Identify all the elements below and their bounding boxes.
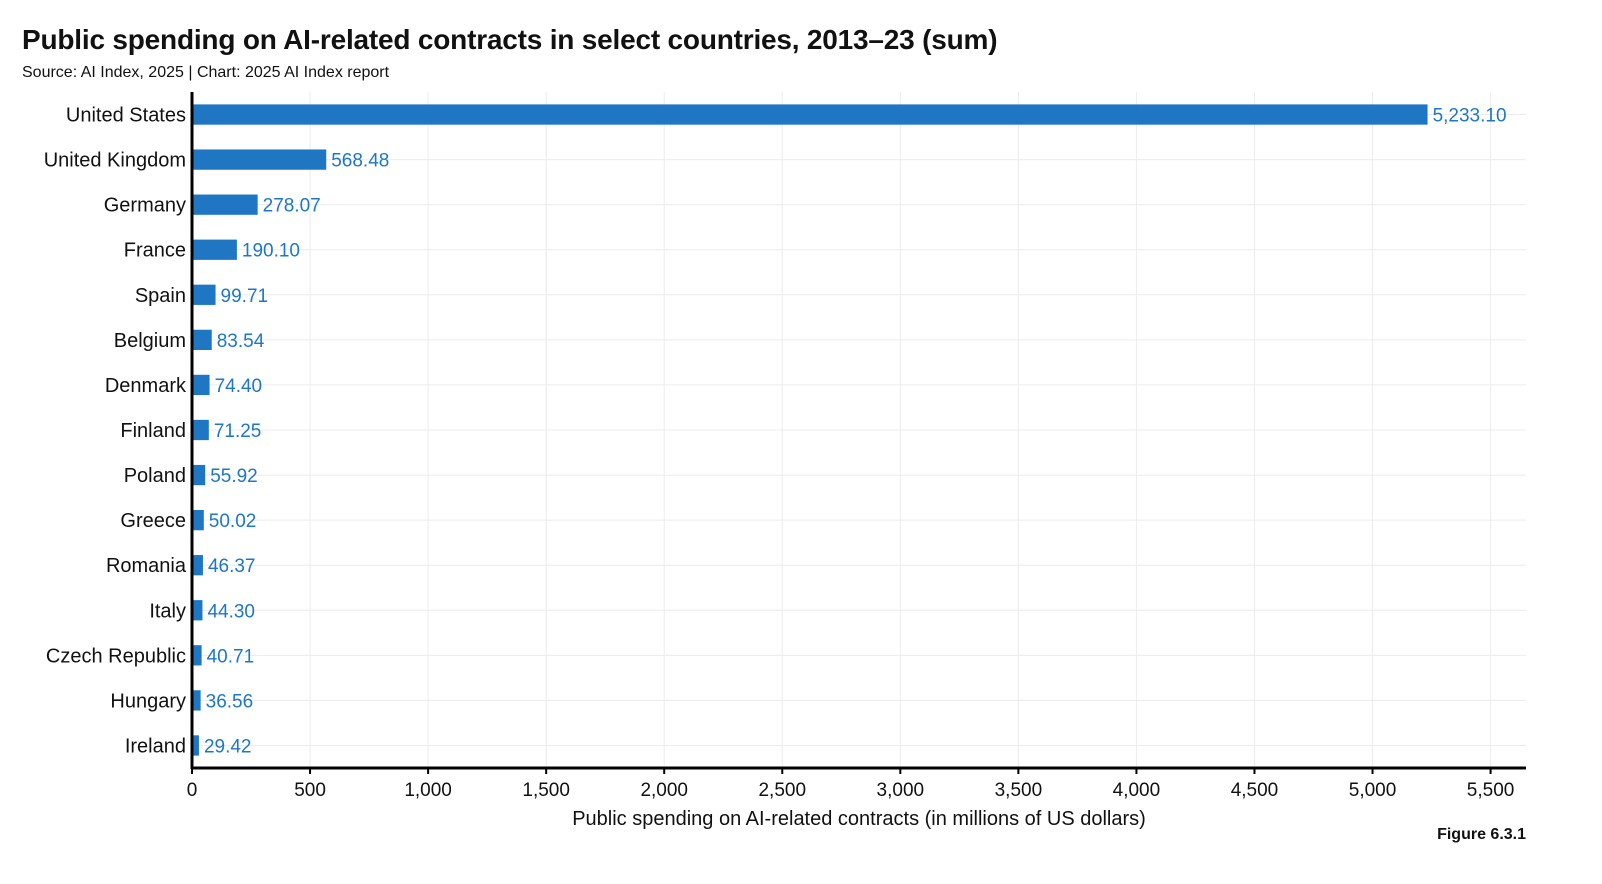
category-label: Spain [135, 285, 186, 307]
chart-title: Public spending on AI-related contracts … [22, 24, 998, 55]
x-tick-label: 1,500 [522, 780, 570, 801]
category-label: Czech Republic [46, 645, 186, 667]
bar [192, 284, 216, 305]
figure-label: Figure 6.3.1 [1437, 826, 1526, 843]
x-tick-label: 0 [187, 780, 198, 801]
x-tick-label: 5,000 [1349, 780, 1397, 801]
category-label: France [124, 240, 186, 262]
bar [192, 419, 209, 441]
category-label: Hungary [110, 690, 186, 712]
bar [192, 329, 212, 351]
bar [192, 645, 202, 666]
bar [192, 194, 258, 215]
category-label: Ireland [125, 735, 186, 757]
bar [192, 509, 204, 531]
bar [192, 239, 237, 260]
bar [192, 464, 206, 486]
bar [192, 690, 201, 711]
bars [192, 104, 1428, 756]
category-label: Denmark [105, 375, 187, 397]
axes [190, 92, 1526, 770]
grid-lines [191, 92, 1526, 774]
x-tick-label: 5,500 [1467, 780, 1515, 801]
category-label: United Kingdom [44, 150, 186, 172]
bar [192, 374, 210, 396]
value-label: 568.48 [331, 151, 389, 172]
value-label: 55.92 [210, 466, 258, 487]
x-tick-label: 1,000 [404, 780, 452, 801]
value-label: 71.25 [214, 421, 262, 442]
x-tick-label: 3,000 [877, 780, 925, 801]
category-label: Poland [124, 465, 186, 487]
bar [192, 735, 199, 756]
value-label: 36.56 [206, 691, 254, 712]
value-label: 99.71 [221, 286, 269, 307]
category-label: Belgium [114, 330, 186, 352]
bar [192, 149, 327, 170]
value-label: 40.71 [207, 646, 255, 667]
category-label: Finland [120, 420, 186, 442]
value-label: 278.07 [263, 196, 321, 217]
x-tick-label: 2,500 [758, 780, 806, 801]
value-label: 83.54 [217, 331, 265, 352]
category-label: Romania [106, 555, 187, 577]
category-label: Greece [120, 510, 186, 532]
x-tick-label: 2,000 [640, 780, 688, 801]
chart-subtitle: Source: AI Index, 2025 | Chart: 2025 AI … [22, 64, 390, 81]
category-label: Italy [149, 600, 186, 622]
x-tick-label: 500 [294, 780, 326, 801]
value-label: 74.40 [215, 376, 263, 397]
category-label: Germany [104, 195, 186, 217]
x-tick-label: 4,500 [1231, 780, 1279, 801]
category-label: United States [66, 105, 186, 127]
bar [192, 555, 203, 576]
labels: 0 500 1,000 1,500 2,000 2,500 3,000 3,500 4,000 4… [44, 105, 1515, 801]
value-label: 29.42 [204, 736, 252, 757]
value-label: 190.10 [242, 241, 300, 262]
bar [192, 104, 1428, 125]
x-axis-title: Public spending on AI-related contracts … [572, 808, 1146, 830]
x-tick-label: 3,500 [995, 780, 1043, 801]
x-tick-label: 4,000 [1113, 780, 1161, 801]
value-label: 5,233.10 [1433, 106, 1507, 127]
value-label: 44.30 [207, 601, 255, 622]
value-label: 50.02 [209, 511, 257, 532]
bar [192, 600, 203, 621]
value-label: 46.37 [208, 556, 256, 577]
